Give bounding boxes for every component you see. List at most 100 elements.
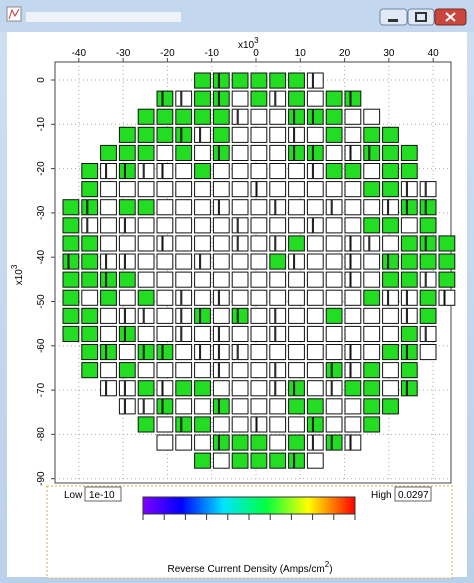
die	[81, 362, 99, 379]
die	[106, 344, 117, 361]
die	[350, 434, 362, 451]
die	[118, 163, 125, 180]
die	[350, 271, 362, 288]
die	[231, 181, 249, 198]
die	[212, 434, 219, 451]
die	[118, 398, 125, 415]
die	[156, 126, 174, 143]
die	[325, 144, 343, 161]
die	[194, 144, 211, 161]
die	[382, 163, 399, 180]
die	[218, 199, 230, 216]
die	[194, 199, 211, 216]
die	[419, 253, 437, 270]
die	[406, 380, 418, 397]
die	[269, 452, 287, 469]
die	[269, 398, 287, 415]
die	[288, 416, 305, 433]
die	[212, 163, 230, 180]
die	[288, 217, 305, 234]
die	[218, 344, 230, 361]
die	[250, 253, 268, 270]
die	[306, 416, 313, 433]
die	[162, 90, 174, 107]
x-tick-label: 0	[253, 48, 259, 59]
die	[137, 307, 144, 324]
die	[363, 271, 381, 288]
die	[194, 181, 211, 198]
die	[419, 181, 426, 198]
die	[194, 72, 211, 89]
low-input[interactable]	[84, 486, 122, 502]
die	[118, 126, 136, 143]
die	[162, 344, 174, 361]
die	[312, 108, 324, 125]
die	[100, 289, 117, 306]
die	[382, 235, 399, 252]
high-input[interactable]	[394, 486, 432, 502]
die	[137, 217, 155, 234]
die	[200, 253, 211, 270]
die	[331, 199, 343, 216]
die	[237, 108, 249, 125]
die	[250, 307, 268, 324]
low-label: Low	[64, 490, 83, 501]
die	[363, 398, 381, 415]
die	[62, 253, 69, 270]
die	[250, 72, 268, 89]
die	[175, 235, 193, 252]
die	[118, 380, 125, 397]
die	[175, 271, 193, 288]
die	[312, 434, 324, 451]
die	[363, 253, 381, 270]
die	[325, 126, 343, 143]
die	[382, 362, 399, 379]
die	[400, 181, 407, 198]
die	[231, 380, 249, 397]
maximize-button[interactable]	[407, 8, 435, 26]
die	[306, 271, 324, 288]
die	[81, 344, 99, 361]
die	[331, 380, 343, 397]
die	[306, 380, 324, 397]
die	[325, 325, 343, 342]
die	[294, 126, 305, 143]
die	[288, 90, 305, 107]
die	[175, 362, 193, 379]
die	[231, 344, 238, 361]
die	[344, 199, 362, 216]
die	[81, 163, 99, 180]
die	[444, 289, 456, 306]
die	[100, 344, 107, 361]
x-tick-label: -10	[204, 48, 219, 59]
die	[400, 235, 418, 252]
die	[269, 163, 287, 180]
y-tick-label: -30	[36, 205, 47, 220]
die	[419, 289, 437, 306]
die	[124, 380, 136, 397]
die	[350, 253, 362, 270]
die	[400, 344, 407, 361]
die	[425, 235, 437, 252]
die	[175, 325, 182, 342]
die	[212, 181, 230, 198]
die	[118, 271, 136, 288]
die	[231, 253, 249, 270]
die	[250, 126, 268, 143]
minimize-button[interactable]	[379, 8, 408, 26]
die	[218, 144, 230, 161]
die	[306, 253, 324, 270]
die	[269, 72, 287, 89]
die	[143, 163, 155, 180]
die	[325, 217, 343, 234]
die	[100, 362, 117, 379]
die	[237, 344, 249, 361]
die	[382, 217, 399, 234]
die	[87, 217, 99, 234]
die	[212, 398, 219, 415]
die	[312, 217, 324, 234]
die	[275, 325, 287, 342]
die	[382, 344, 399, 361]
die	[194, 253, 201, 270]
die	[194, 452, 211, 469]
